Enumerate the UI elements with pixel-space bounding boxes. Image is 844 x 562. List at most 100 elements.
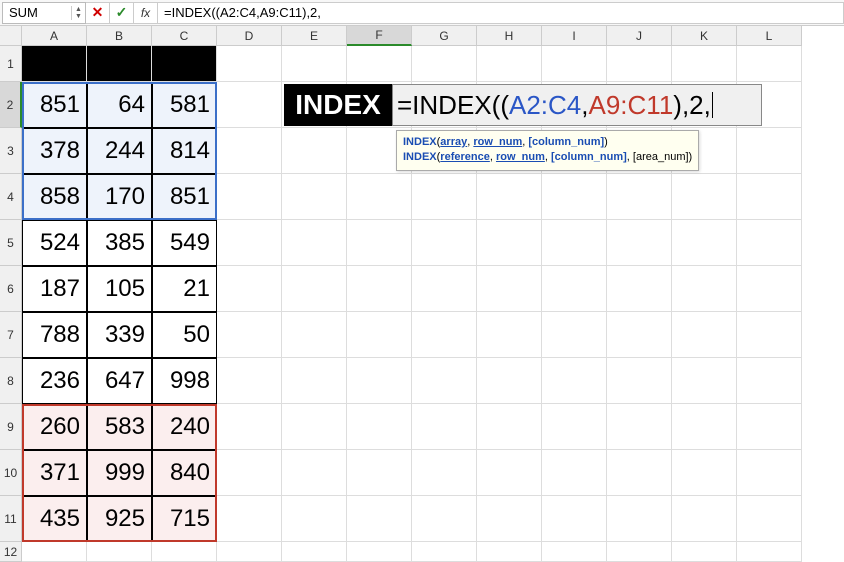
cell[interactable]: 581 — [152, 82, 217, 128]
fx-icon[interactable]: fx — [134, 2, 158, 24]
cell[interactable] — [412, 358, 477, 404]
cell[interactable]: 170 — [87, 174, 152, 220]
cell[interactable] — [477, 266, 542, 312]
cell[interactable] — [542, 358, 607, 404]
column-header[interactable]: C — [152, 26, 217, 46]
cell[interactable] — [542, 266, 607, 312]
cell[interactable] — [347, 220, 412, 266]
cell[interactable] — [737, 174, 802, 220]
cell[interactable] — [412, 46, 477, 82]
cell[interactable] — [347, 404, 412, 450]
cell[interactable] — [217, 266, 282, 312]
cell[interactable] — [347, 542, 412, 562]
cell[interactable] — [542, 174, 607, 220]
row-header[interactable]: 2 — [0, 82, 22, 128]
cell[interactable] — [477, 496, 542, 542]
cell[interactable] — [737, 496, 802, 542]
cell[interactable] — [607, 450, 672, 496]
cell[interactable] — [412, 312, 477, 358]
cell[interactable] — [282, 496, 347, 542]
cell[interactable]: 524 — [22, 220, 87, 266]
cell[interactable]: 378 — [22, 128, 87, 174]
column-header[interactable]: H — [477, 26, 542, 46]
cell[interactable] — [217, 46, 282, 82]
row-header[interactable]: 4 — [0, 174, 22, 220]
cell[interactable] — [737, 358, 802, 404]
cell[interactable] — [477, 312, 542, 358]
cell[interactable] — [672, 358, 737, 404]
cell[interactable]: 50 — [152, 312, 217, 358]
cell[interactable] — [217, 450, 282, 496]
cell[interactable] — [542, 450, 607, 496]
cell[interactable] — [542, 46, 607, 82]
column-header[interactable]: F — [347, 26, 412, 46]
cell[interactable] — [542, 312, 607, 358]
cell[interactable] — [217, 174, 282, 220]
cell[interactable]: 788 — [22, 312, 87, 358]
cell[interactable] — [542, 542, 607, 562]
cell[interactable] — [347, 266, 412, 312]
cell[interactable] — [607, 174, 672, 220]
cell[interactable]: 385 — [87, 220, 152, 266]
cell[interactable] — [737, 128, 802, 174]
cell[interactable]: 851 — [152, 174, 217, 220]
cell-editor[interactable]: =INDEX((A2:C4,A9:C11),2, — [392, 84, 762, 126]
name-box[interactable]: SUM ▲ ▼ — [2, 2, 86, 24]
formula-input[interactable]: =INDEX((A2:C4,A9:C11),2, — [158, 2, 844, 24]
cell[interactable] — [347, 46, 412, 82]
cell[interactable] — [737, 450, 802, 496]
cell[interactable] — [607, 358, 672, 404]
cancel-button[interactable]: ✕ — [86, 2, 110, 24]
function-tooltip[interactable]: INDEX(array, row_num, [column_num]) INDE… — [396, 130, 699, 171]
cell[interactable]: 105 — [87, 266, 152, 312]
cell[interactable] — [607, 46, 672, 82]
cell[interactable] — [282, 128, 347, 174]
cell[interactable] — [672, 220, 737, 266]
cell[interactable] — [737, 312, 802, 358]
cell[interactable] — [412, 174, 477, 220]
cell[interactable] — [412, 266, 477, 312]
cell[interactable] — [477, 450, 542, 496]
cell[interactable]: 851 — [22, 82, 87, 128]
cell[interactable] — [347, 496, 412, 542]
cell[interactable] — [672, 266, 737, 312]
cell[interactable] — [607, 312, 672, 358]
cell[interactable]: 240 — [152, 404, 217, 450]
column-header[interactable]: E — [282, 26, 347, 46]
cell[interactable] — [217, 82, 282, 128]
row-header[interactable]: 9 — [0, 404, 22, 450]
cell[interactable] — [737, 542, 802, 562]
cell[interactable] — [282, 266, 347, 312]
cell[interactable]: 840 — [152, 450, 217, 496]
cell[interactable] — [87, 542, 152, 562]
accept-button[interactable]: ✓ — [110, 2, 134, 24]
cell[interactable] — [282, 450, 347, 496]
cell[interactable] — [737, 220, 802, 266]
cell[interactable] — [607, 266, 672, 312]
row-header[interactable]: 12 — [0, 542, 22, 562]
cell[interactable] — [282, 358, 347, 404]
cell[interactable] — [737, 404, 802, 450]
row-header[interactable]: 7 — [0, 312, 22, 358]
column-header[interactable]: I — [542, 26, 607, 46]
cell[interactable] — [672, 46, 737, 82]
cell[interactable]: 21 — [152, 266, 217, 312]
cell[interactable] — [607, 220, 672, 266]
row-header[interactable]: 11 — [0, 496, 22, 542]
cell[interactable] — [217, 404, 282, 450]
cell[interactable]: 236 — [22, 358, 87, 404]
cell[interactable] — [217, 496, 282, 542]
cell[interactable] — [282, 174, 347, 220]
row-header[interactable]: 6 — [0, 266, 22, 312]
cell[interactable]: 999 — [87, 450, 152, 496]
cell[interactable] — [477, 46, 542, 82]
cell[interactable] — [477, 174, 542, 220]
cell[interactable] — [737, 46, 802, 82]
cell[interactable] — [607, 404, 672, 450]
cell[interactable] — [282, 542, 347, 562]
cell[interactable] — [22, 46, 87, 82]
cell[interactable] — [412, 220, 477, 266]
cell[interactable] — [152, 46, 217, 82]
cell[interactable] — [737, 266, 802, 312]
cell[interactable] — [672, 542, 737, 562]
